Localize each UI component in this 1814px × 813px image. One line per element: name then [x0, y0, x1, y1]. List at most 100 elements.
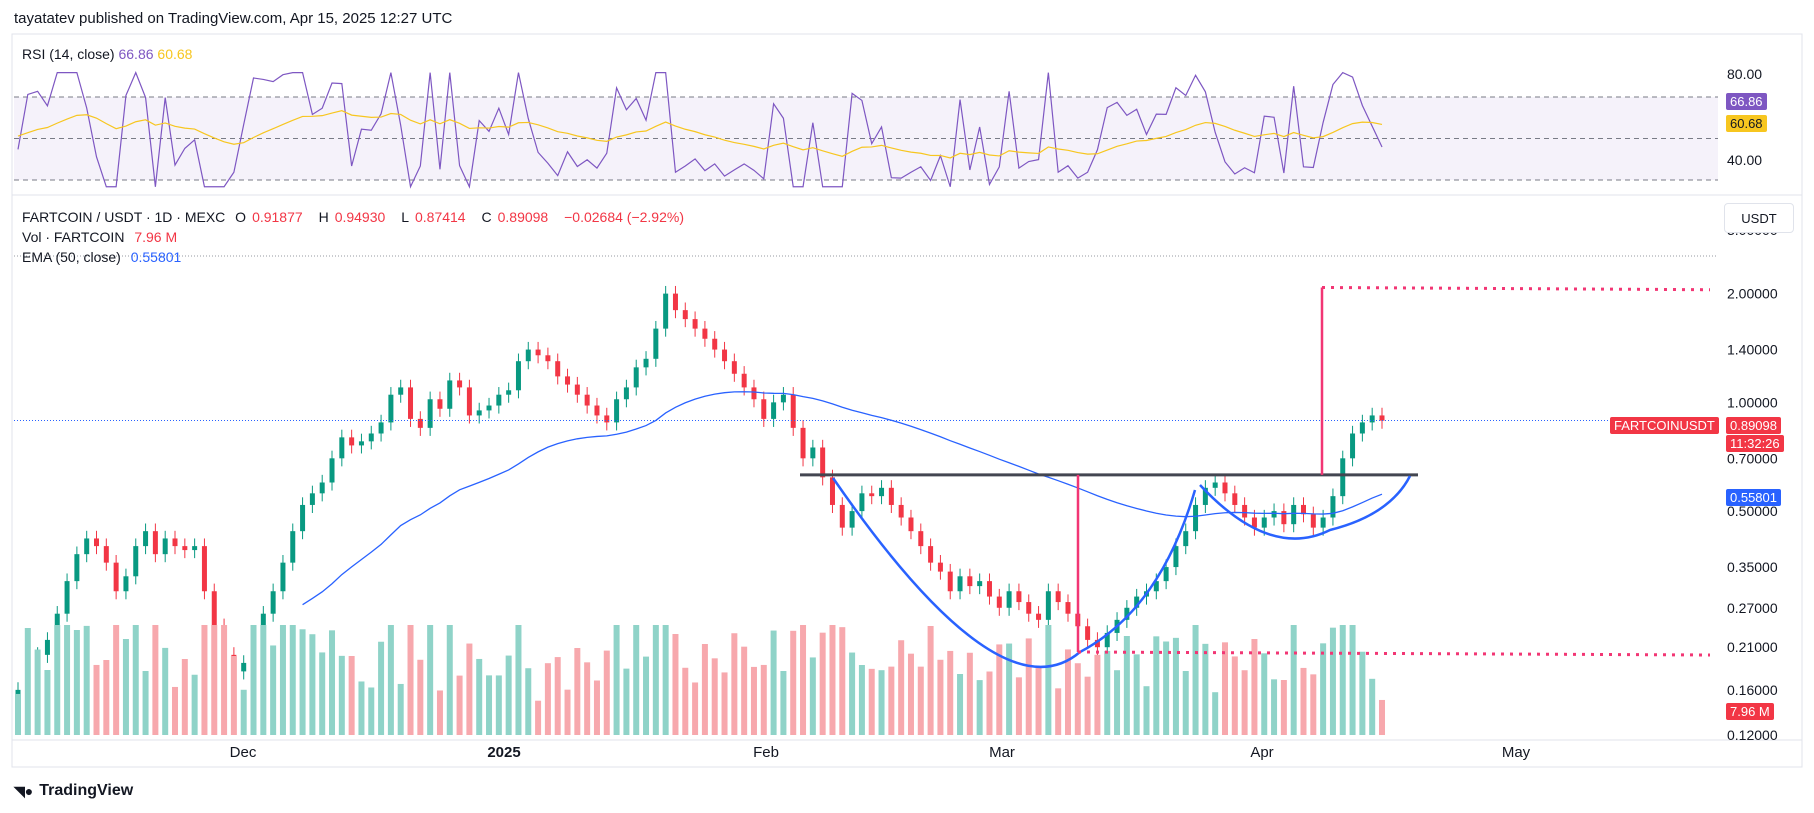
- volume-bar: [348, 656, 355, 735]
- price-tick-label: 0.27000: [1727, 600, 1778, 616]
- rsi-tick-label: 40.00: [1727, 152, 1762, 168]
- price-tick-label: 0.50000: [1727, 503, 1778, 519]
- volume-bar: [603, 650, 610, 735]
- cup-curve: [831, 477, 1197, 669]
- price-tick-label: 0.35000: [1727, 559, 1778, 575]
- volume-bar: [1290, 625, 1297, 735]
- candle-body: [182, 546, 188, 551]
- candle-body: [849, 511, 855, 528]
- volume-bar: [652, 625, 659, 735]
- volume-bar: [113, 625, 120, 735]
- volume-bar: [1025, 638, 1032, 735]
- volume-legend[interactable]: Vol · FARTCOIN 7.96 M: [22, 229, 177, 245]
- candle-body: [1232, 493, 1238, 505]
- volume-bar: [800, 625, 807, 735]
- volume-bar: [427, 625, 434, 735]
- candle-body: [1153, 581, 1159, 592]
- candle-body: [1330, 496, 1336, 518]
- volume-bar: [574, 648, 581, 735]
- volume-bar: [486, 675, 493, 735]
- volume-bar: [211, 625, 218, 735]
- volume-bar: [1251, 639, 1258, 735]
- open-value: 0.91877: [252, 209, 303, 225]
- candle-body: [614, 399, 620, 423]
- change-value: −0.02684 (−2.92%): [564, 209, 684, 225]
- volume-bar: [152, 625, 159, 735]
- time-tick-label: May: [1502, 744, 1531, 761]
- candle-body: [1340, 458, 1346, 497]
- volume-bar: [54, 625, 61, 735]
- candle-body: [535, 349, 541, 356]
- volume-bar: [1114, 670, 1121, 735]
- volume-bar: [770, 630, 777, 735]
- volume-bar: [907, 653, 914, 735]
- volume-bar: [466, 643, 473, 735]
- candle-body: [162, 538, 168, 555]
- candle-body: [780, 394, 786, 403]
- volume-bar: [260, 625, 267, 735]
- volume-bar: [1202, 643, 1209, 735]
- time-tick-label: Feb: [753, 744, 779, 761]
- candle-body: [84, 538, 90, 555]
- volume-bar: [593, 680, 600, 735]
- volume-bar: [613, 625, 620, 735]
- volume-bar: [1094, 654, 1101, 735]
- volume-tag: 7.96 M: [1726, 703, 1774, 720]
- symbol-line[interactable]: FARTCOIN / USDT · 1D · MEXC: [22, 209, 226, 225]
- volume-bar: [878, 670, 885, 735]
- volume-bar: [103, 660, 110, 735]
- low-value: 0.87414: [414, 209, 466, 225]
- volume-bar: [937, 659, 944, 735]
- candle-body: [672, 293, 678, 311]
- tradingview-logo[interactable]: ◥● TradingView: [14, 782, 133, 800]
- volume-bar: [1261, 653, 1268, 735]
- currency-button[interactable]: USDT: [1724, 203, 1794, 233]
- volume-bar: [790, 630, 797, 735]
- rsi-value-tag: 66.86: [1726, 93, 1767, 110]
- candle-body: [957, 576, 963, 592]
- candle-body: [280, 562, 286, 592]
- candle-body: [515, 361, 521, 391]
- candle-body: [1242, 504, 1248, 518]
- volume-bar: [819, 632, 826, 735]
- volume-bar: [476, 658, 483, 735]
- candle-body: [1291, 504, 1297, 525]
- volume-bar: [898, 640, 905, 735]
- volume-bar: [1379, 699, 1385, 735]
- volume-bar: [1104, 650, 1111, 735]
- open-label: O: [235, 209, 247, 225]
- tv-logo-text: TradingView: [39, 782, 134, 799]
- volume-bar: [986, 671, 993, 735]
- candle-body: [486, 405, 492, 411]
- candle-body: [623, 387, 629, 400]
- volume-bar: [1006, 643, 1013, 735]
- candle-body: [398, 387, 404, 395]
- volume-bar: [750, 666, 757, 735]
- candle-body: [152, 531, 158, 555]
- candle-body: [74, 554, 80, 582]
- candle-body: [103, 546, 109, 563]
- volume-bar: [93, 664, 100, 735]
- volume-bar: [279, 625, 286, 735]
- price-tag: 0.89098: [1726, 417, 1781, 434]
- price-tick-label: 0.12000: [1727, 727, 1778, 743]
- volume-bar: [162, 647, 169, 735]
- volume-bar: [711, 658, 718, 735]
- volume-bar: [191, 674, 198, 735]
- candle-body: [869, 493, 875, 497]
- volume-bar: [633, 625, 640, 735]
- time-tick-label: Apr: [1250, 744, 1273, 761]
- volume-bar: [417, 659, 424, 735]
- chart-frame: [11, 33, 1803, 768]
- volume-bar: [270, 645, 277, 735]
- candle-body: [584, 394, 590, 406]
- candle-body: [378, 422, 384, 434]
- volume-bar: [996, 644, 1003, 735]
- volume-bar: [338, 655, 345, 735]
- candle-body: [496, 394, 502, 406]
- ema-legend[interactable]: EMA (50, close) 0.55801: [22, 249, 181, 265]
- ema-tag: 0.55801: [1726, 489, 1781, 506]
- candle-body: [201, 546, 207, 592]
- candle-body: [594, 405, 600, 416]
